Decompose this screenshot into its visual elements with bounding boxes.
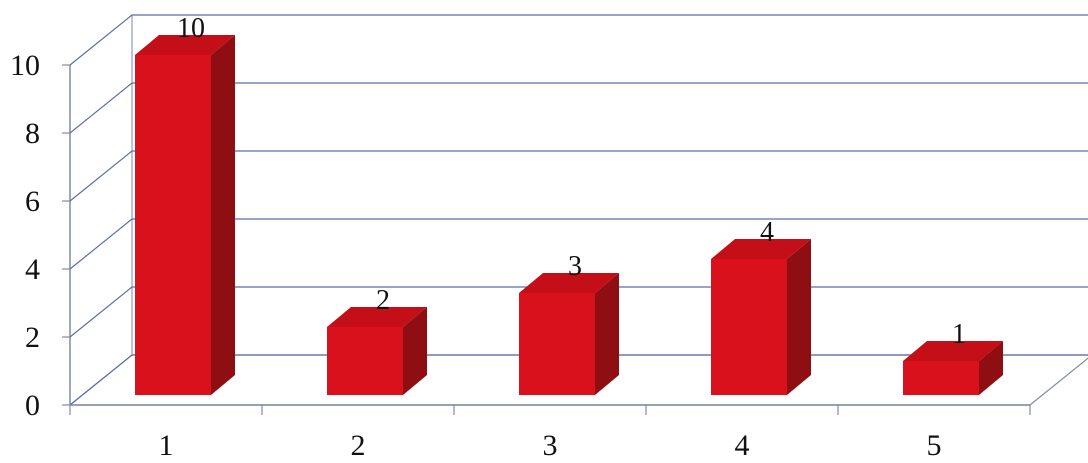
x-tick-label-4: 4 bbox=[735, 429, 750, 462]
bar-top-2 bbox=[327, 307, 427, 327]
bar-side-3 bbox=[595, 273, 619, 395]
gridline-diagonal-0 bbox=[69, 354, 133, 406]
y-tick-label-2: 2 bbox=[25, 321, 40, 354]
bar-front-2 bbox=[327, 327, 403, 395]
bar-front-5 bbox=[903, 361, 979, 395]
bar-5 bbox=[903, 341, 1003, 395]
bar-4 bbox=[711, 239, 811, 395]
x-tick-label-2: 2 bbox=[351, 429, 366, 462]
gridline-diagonal-6 bbox=[69, 150, 133, 202]
data-label-1: 10 bbox=[177, 13, 205, 44]
bar-front-4 bbox=[711, 259, 787, 395]
x-tick-label-3: 3 bbox=[543, 429, 558, 462]
bar-2 bbox=[327, 307, 427, 395]
gridline-diagonal-10 bbox=[69, 14, 133, 66]
data-label-5: 1 bbox=[952, 319, 966, 350]
data-label-3: 3 bbox=[568, 251, 582, 282]
bar-top-5 bbox=[903, 341, 1003, 361]
bar-top-1 bbox=[135, 35, 235, 55]
y-tick-label-4: 4 bbox=[25, 253, 40, 286]
gridline-diagonal-8 bbox=[69, 82, 133, 134]
y-tick-label-10: 10 bbox=[10, 49, 40, 82]
y-tick-label-0: 0 bbox=[25, 389, 40, 422]
data-label-2: 2 bbox=[376, 285, 390, 316]
bars bbox=[135, 35, 1003, 395]
y-tick-label-8: 8 bbox=[25, 117, 40, 150]
y-tick-label-6: 6 bbox=[25, 185, 40, 218]
bar-1 bbox=[135, 35, 235, 395]
bar-side-1 bbox=[211, 35, 235, 395]
x-tick-label-5: 5 bbox=[927, 429, 942, 462]
gridlines bbox=[69, 14, 1088, 406]
bar-top-4 bbox=[711, 239, 811, 259]
data-label-4: 4 bbox=[760, 217, 774, 248]
x-axis-ticks: 1 2 3 4 5 bbox=[69, 404, 1031, 462]
bar-side-5 bbox=[979, 341, 1003, 395]
gridline-diagonal-2 bbox=[69, 286, 133, 338]
data-labels: 10 2 3 4 1 bbox=[177, 13, 966, 350]
bar-side-2 bbox=[403, 307, 427, 395]
x-tick-label-1: 1 bbox=[159, 429, 174, 462]
y-axis-ticks: 0 2 4 6 8 10 bbox=[10, 49, 70, 422]
gridline-diagonal-4 bbox=[69, 218, 133, 270]
bar-front-3 bbox=[519, 293, 595, 395]
bar-3 bbox=[519, 273, 619, 395]
bar-side-4 bbox=[787, 239, 811, 395]
bar-front-1 bbox=[135, 55, 211, 395]
bar-top-3 bbox=[519, 273, 619, 293]
